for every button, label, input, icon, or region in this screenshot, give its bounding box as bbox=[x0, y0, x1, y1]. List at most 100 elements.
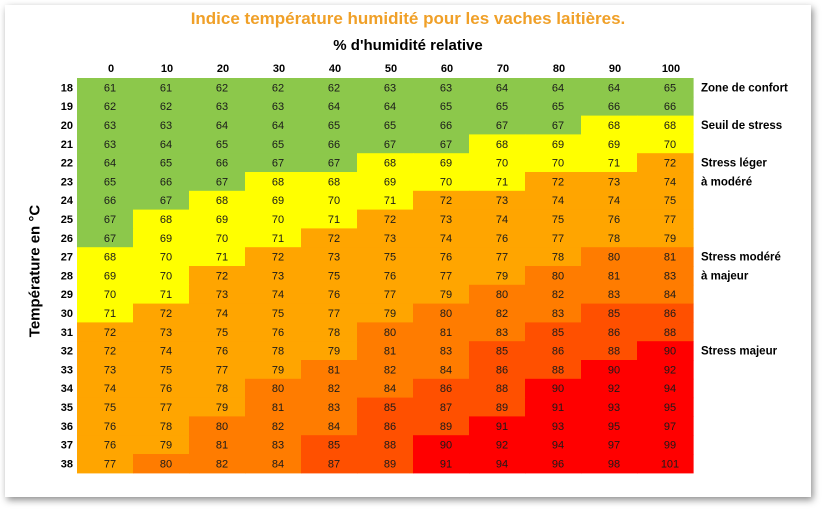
cell-value: 64 bbox=[160, 139, 172, 151]
heatmap-cell bbox=[581, 134, 638, 154]
heatmap-cell bbox=[189, 416, 246, 436]
row-header: 35 bbox=[61, 402, 73, 414]
heatmap-cell bbox=[245, 266, 302, 286]
cell-value: 65 bbox=[160, 158, 172, 170]
heatmap-cell bbox=[637, 378, 694, 399]
heatmap-cell bbox=[301, 378, 358, 399]
heatmap-cell bbox=[469, 209, 526, 229]
heatmap-cell bbox=[413, 115, 470, 135]
cell-value: 61 bbox=[160, 82, 172, 94]
cell-value: 94 bbox=[552, 440, 564, 452]
cell-value: 69 bbox=[552, 139, 564, 151]
heatmap-cell bbox=[581, 209, 638, 229]
heatmap-cell bbox=[245, 397, 302, 417]
cell-value: 72 bbox=[104, 346, 116, 358]
cell-value: 77 bbox=[440, 270, 452, 282]
cell-value: 69 bbox=[216, 214, 228, 226]
heatmap-cell bbox=[133, 172, 190, 192]
row-header: 37 bbox=[61, 440, 73, 452]
heatmap-cell bbox=[357, 134, 414, 154]
cell-value: 75 bbox=[104, 402, 116, 414]
heatmap-cell bbox=[189, 303, 246, 323]
heatmap-cell bbox=[469, 190, 526, 211]
cell-value: 63 bbox=[104, 120, 116, 132]
cell-value: 65 bbox=[216, 139, 228, 151]
cell-value: 63 bbox=[160, 120, 172, 132]
heatmap-cell bbox=[581, 378, 638, 399]
column-header: 20 bbox=[217, 63, 229, 75]
heatmap-cell bbox=[133, 115, 190, 135]
heatmap-cell bbox=[357, 115, 414, 135]
heatmap-cell bbox=[189, 378, 246, 399]
cell-value: 72 bbox=[552, 176, 564, 188]
heatmap-cell bbox=[525, 303, 582, 323]
heatmap-cell bbox=[133, 228, 190, 248]
cell-value: 72 bbox=[664, 158, 676, 170]
cell-value: 67 bbox=[496, 120, 508, 132]
cell-value: 75 bbox=[216, 327, 228, 339]
row-header: 27 bbox=[61, 252, 73, 264]
heatmap-cell bbox=[133, 134, 190, 154]
cell-value: 77 bbox=[384, 289, 396, 301]
cell-value: 95 bbox=[664, 402, 676, 414]
cell-value: 83 bbox=[272, 440, 284, 452]
heatmap-cell bbox=[133, 153, 190, 173]
cell-value: 66 bbox=[216, 158, 228, 170]
heatmap-cell bbox=[133, 78, 190, 98]
cell-value: 88 bbox=[608, 346, 620, 358]
heatmap-cell bbox=[413, 190, 470, 211]
cell-value: 69 bbox=[272, 195, 284, 207]
heatmap-cell bbox=[301, 78, 358, 98]
cell-value: 65 bbox=[496, 101, 508, 113]
cell-value: 74 bbox=[552, 195, 564, 207]
cell-value: 79 bbox=[272, 364, 284, 376]
heatmap-cell bbox=[581, 115, 638, 135]
cell-value: 74 bbox=[440, 233, 452, 245]
heatmap-cell bbox=[189, 397, 246, 417]
cell-value: 79 bbox=[328, 346, 340, 358]
cell-value: 84 bbox=[272, 458, 284, 470]
heatmap-cell bbox=[469, 228, 526, 248]
heatmap-cell bbox=[301, 190, 358, 211]
cell-value: 90 bbox=[608, 364, 620, 376]
heatmap-cell bbox=[581, 454, 638, 474]
cell-value: 76 bbox=[608, 214, 620, 226]
heatmap-cell bbox=[357, 96, 414, 117]
cell-value: 101 bbox=[661, 458, 679, 470]
heatmap-cell bbox=[581, 266, 638, 286]
heatmap-cell bbox=[301, 134, 358, 154]
cell-value: 71 bbox=[216, 252, 228, 264]
heatmap-cell bbox=[581, 228, 638, 248]
heatmap-cell bbox=[301, 209, 358, 229]
cell-value: 82 bbox=[384, 364, 396, 376]
heatmap-cell bbox=[581, 190, 638, 211]
heatmap-cell bbox=[133, 190, 190, 211]
heatmap-cell bbox=[77, 416, 134, 436]
cell-value: 67 bbox=[216, 176, 228, 188]
cell-value: 90 bbox=[440, 440, 452, 452]
cell-value: 67 bbox=[160, 195, 172, 207]
cell-value: 65 bbox=[272, 139, 284, 151]
heatmap-cell bbox=[581, 397, 638, 417]
heatmap-cell bbox=[245, 172, 302, 192]
heatmap-cell bbox=[637, 266, 694, 286]
heatmap-cell bbox=[301, 303, 358, 323]
heatmap-cell bbox=[301, 397, 358, 417]
cell-value: 96 bbox=[552, 458, 564, 470]
heatmap-cell bbox=[357, 397, 414, 417]
cell-value: 70 bbox=[160, 252, 172, 264]
row-header: 34 bbox=[61, 383, 74, 395]
heatmap-cell bbox=[469, 435, 526, 455]
cell-value: 68 bbox=[104, 252, 116, 264]
heatmap-cell bbox=[637, 247, 694, 267]
cell-value: 73 bbox=[496, 195, 508, 207]
heatmap-cell bbox=[77, 134, 134, 154]
heatmap-cell bbox=[469, 360, 526, 380]
heatmap-cell bbox=[357, 266, 414, 286]
heatmap-cell bbox=[245, 228, 302, 248]
cell-value: 65 bbox=[440, 101, 452, 113]
heatmap-cell bbox=[245, 96, 302, 117]
cell-value: 69 bbox=[608, 139, 620, 151]
cell-value: 79 bbox=[160, 440, 172, 452]
